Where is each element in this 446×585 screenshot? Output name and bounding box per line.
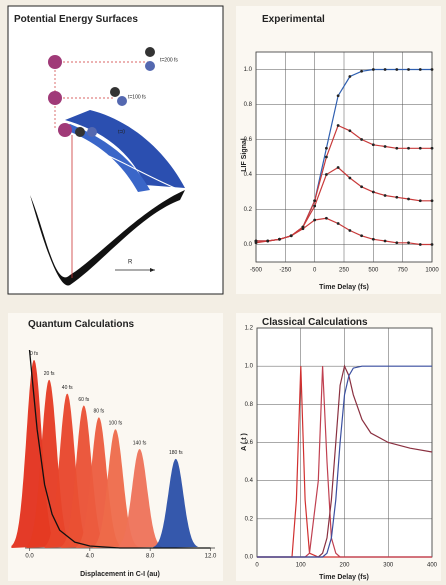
data-point <box>360 138 363 141</box>
x-tick-label: -500 <box>250 268 263 274</box>
data-point <box>407 198 410 201</box>
data-point <box>407 241 410 244</box>
x-tick-label: 400 <box>427 563 438 569</box>
y-tick-label: 0.4 <box>245 478 254 484</box>
data-point <box>348 177 351 180</box>
packet-label: 180 fs <box>169 450 183 456</box>
packet-label: 80 fs <box>93 409 104 415</box>
data-point <box>255 241 258 244</box>
data-point <box>360 185 363 188</box>
data-point <box>431 199 434 202</box>
y-tick-label: 0.0 <box>245 555 254 561</box>
data-point <box>419 243 422 246</box>
data-point <box>348 75 351 78</box>
data-point <box>337 124 340 127</box>
y-tick-label: 0.0 <box>244 242 253 248</box>
packet-label: 140 fs <box>133 440 147 446</box>
packet-label: 40 fs <box>62 385 73 391</box>
data-point <box>407 68 410 71</box>
data-point <box>419 68 422 71</box>
packet-label: 0 fs <box>30 351 39 357</box>
x-tick-label: 8.0 <box>146 554 155 560</box>
y-tick-label: 0.2 <box>245 516 254 522</box>
x-tick-label: 0.0 <box>25 554 34 560</box>
data-point <box>266 240 269 243</box>
data-point <box>395 147 398 150</box>
x-axis-label: Time Delay (fs) <box>319 574 369 581</box>
data-point <box>372 68 375 71</box>
y-tick-label: 0.2 <box>244 207 253 213</box>
data-point <box>395 241 398 244</box>
data-point <box>372 143 375 146</box>
x-tick-label: 200 <box>339 563 350 569</box>
data-point <box>337 166 340 169</box>
data-point <box>419 147 422 150</box>
data-point <box>337 222 340 225</box>
data-point <box>395 68 398 71</box>
time-label: t=100 fs <box>128 94 146 100</box>
diagram-title: Potential Energy Surfaces <box>14 14 138 25</box>
x-tick-label: 1000 <box>425 268 439 274</box>
x-tick-label: 12.0 <box>205 554 217 560</box>
data-point <box>325 156 328 159</box>
axis-label: R <box>128 260 133 266</box>
time-label: t=200 fs <box>160 57 178 63</box>
data-point <box>278 238 281 241</box>
data-point <box>384 240 387 243</box>
time-label: t=0 <box>118 129 125 135</box>
x-tick-label: 100 <box>296 563 307 569</box>
y-tick-label: 1.2 <box>245 326 254 332</box>
data-point <box>384 68 387 71</box>
y-tick-label: 1.0 <box>245 364 254 370</box>
data-point <box>290 234 293 237</box>
y-tick-label: 0.8 <box>245 402 254 408</box>
data-point <box>360 234 363 237</box>
data-point <box>407 147 410 150</box>
data-point <box>372 238 375 241</box>
packet-label: 100 fs <box>109 421 123 427</box>
chart-title: Classical Calculations <box>262 317 368 328</box>
y-tick-label: 1.0 <box>244 67 253 73</box>
x-tick-label: -250 <box>279 268 292 274</box>
x-tick-label: 300 <box>383 563 394 569</box>
data-point <box>372 191 375 194</box>
data-point <box>431 243 434 246</box>
x-axis-label: Time Delay (fs) <box>319 284 369 291</box>
data-point <box>348 229 351 232</box>
y-tick-label: 0.4 <box>244 172 253 178</box>
chart-title: Experimental <box>262 14 325 25</box>
data-point <box>384 145 387 148</box>
x-tick-label: 750 <box>398 268 409 274</box>
y-tick-label: 0.6 <box>245 440 254 446</box>
data-point <box>431 147 434 150</box>
data-point <box>419 199 422 202</box>
data-point <box>360 70 363 73</box>
data-point <box>431 68 434 71</box>
x-tick-label: 500 <box>368 268 379 274</box>
x-tick-label: 250 <box>339 268 350 274</box>
data-point <box>325 147 328 150</box>
data-point <box>313 219 316 222</box>
chart-title: Quantum Calculations <box>28 319 135 330</box>
y-axis-label: LIF Signal <box>241 138 248 172</box>
data-point <box>325 217 328 220</box>
y-tick-label: 0.6 <box>244 137 253 143</box>
data-point <box>348 129 351 132</box>
x-tick-label: 4.0 <box>86 554 95 560</box>
packet-label: 20 fs <box>44 371 55 377</box>
data-point <box>313 205 316 208</box>
x-axis-label: Displacement in C-I (au) <box>80 571 160 578</box>
data-point <box>384 194 387 197</box>
data-point <box>325 173 328 176</box>
data-point <box>302 227 305 230</box>
data-point <box>395 196 398 199</box>
figure: Potential Energy Surfaces t=200 fs t=100… <box>0 0 446 585</box>
y-tick-label: 0.8 <box>244 102 253 108</box>
data-point <box>337 94 340 97</box>
packet-label: 60 fs <box>78 397 89 403</box>
